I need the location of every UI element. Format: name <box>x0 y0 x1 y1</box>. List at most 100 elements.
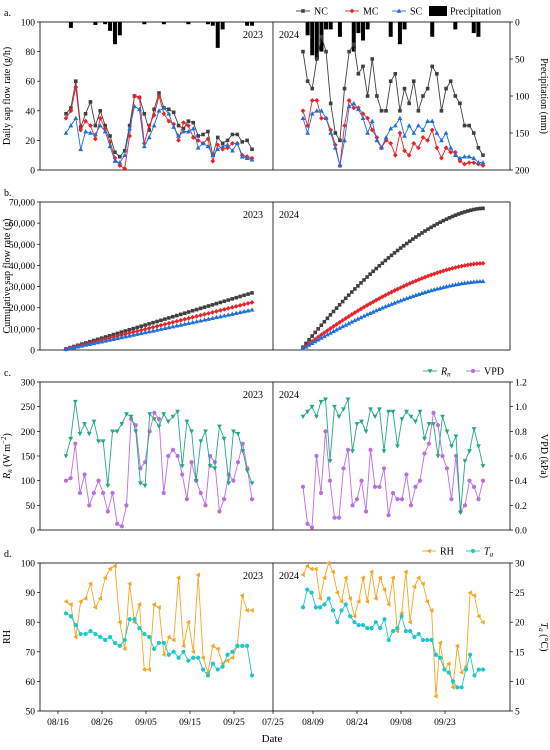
vpd-series-point <box>390 490 396 496</box>
x-tick-label: 09/15 <box>179 718 201 728</box>
nc-cumulative-point <box>450 214 455 219</box>
nc-cumulative-point <box>151 320 155 325</box>
nc-cumulative-point <box>178 312 183 317</box>
y-tick-label: 150 <box>21 453 36 463</box>
rn-series-point <box>386 409 391 415</box>
vpd-series-point <box>189 460 194 465</box>
rh-series-point <box>92 605 98 610</box>
vpd-series-point <box>476 497 481 502</box>
rh-series-point <box>229 655 235 661</box>
ta-series-point <box>240 643 245 648</box>
sc-series-point <box>443 130 449 135</box>
rh-series-point <box>107 566 112 572</box>
precip-bar <box>314 22 319 59</box>
sc-series-point <box>107 143 113 149</box>
mc-series-point <box>137 95 142 100</box>
y-tick-label: 70,000 <box>9 199 35 209</box>
mc-series-point <box>402 148 407 154</box>
sc-series-point <box>68 123 74 128</box>
sc-cumulative-point <box>233 310 239 315</box>
precip-bar <box>328 22 333 30</box>
vpd-legend-label: VPD <box>484 367 504 378</box>
nc-cumulative-point <box>456 212 461 216</box>
nc-series-point <box>444 86 448 91</box>
rh-series-point <box>343 575 348 581</box>
rn-series-point <box>82 422 87 427</box>
vpd-series-point <box>372 484 378 489</box>
vpd-series-point <box>440 453 445 459</box>
sc-series-point <box>127 126 133 131</box>
nc-series-point <box>225 138 230 143</box>
nc-series-point <box>342 86 347 91</box>
mc-cumulative-point <box>453 265 458 270</box>
ta-series-point <box>152 646 157 651</box>
rn-series-point <box>203 429 208 434</box>
sc-cumulative-point <box>312 338 318 344</box>
sc-cumulative-point <box>221 313 227 318</box>
sc-cumulative-point <box>404 295 410 301</box>
rh-series-point <box>450 684 455 690</box>
x-tick-label: 09/08 <box>390 718 412 728</box>
mc-cumulative-point <box>229 304 235 310</box>
sc-series-point <box>88 130 93 135</box>
rh-series-point <box>326 560 331 566</box>
x-tick-label: 08/09 <box>302 718 324 728</box>
ta-series-point <box>403 628 408 634</box>
sc-cumulative-point <box>395 299 400 304</box>
nc-series-point <box>171 110 176 115</box>
nc-series-point <box>206 129 210 134</box>
mc-cumulative-point <box>130 329 136 335</box>
nc-series-point <box>118 154 122 159</box>
ta-series-point <box>156 640 162 646</box>
rn-series-point <box>77 432 83 437</box>
rh-series-point <box>63 599 68 604</box>
mc-cumulative-point <box>331 324 336 329</box>
vpd-series-point <box>408 503 414 508</box>
sc-series-point <box>466 154 472 159</box>
rh-series-point <box>416 575 421 581</box>
precip-bar <box>361 22 365 41</box>
y-tick-label: 20,000 <box>9 304 35 314</box>
vpd-series-point <box>198 490 203 496</box>
vpd-series-line <box>302 412 484 529</box>
mc-series-point <box>146 123 152 128</box>
sc-cumulative-point <box>190 319 196 325</box>
mc-series-point <box>314 98 320 103</box>
mc-cumulative-point <box>198 312 203 318</box>
mc-series-point <box>156 93 162 99</box>
ta-series-line <box>302 588 483 688</box>
ta-series-point <box>305 587 310 592</box>
vpd-series-point <box>73 441 78 446</box>
nc-cumulative-point <box>414 235 418 239</box>
rh-series-point <box>373 596 378 601</box>
sc-series-point <box>205 143 211 149</box>
rn-series-point <box>449 444 454 449</box>
vpd-series-point <box>217 509 222 514</box>
x-tick-label: 07/25 <box>262 718 284 728</box>
nc-series-point <box>88 100 93 104</box>
vpd-series-point <box>212 460 217 465</box>
mc-cumulative-point <box>477 261 483 266</box>
y2-tick-label: 150 <box>515 130 530 140</box>
sc-legend-marker <box>396 8 402 13</box>
mc-cumulative-point <box>241 302 247 307</box>
nc-cumulative-point <box>423 229 427 233</box>
mc-series-point <box>83 118 88 124</box>
mc-cumulative-point <box>413 278 419 284</box>
nc-series-point <box>127 123 132 128</box>
rh-series-point <box>339 599 344 604</box>
vpd-series-point <box>323 429 328 434</box>
vpd-series-point <box>363 509 369 514</box>
nc-series-point <box>108 134 112 138</box>
vpd-series-point <box>231 478 236 483</box>
ta-series-point <box>200 667 206 672</box>
nc-cumulative-point <box>447 215 452 220</box>
ta-series-point <box>313 605 318 610</box>
sc-series-point <box>351 100 357 106</box>
mc-cumulative-point <box>142 326 148 332</box>
rn-series-point <box>314 414 319 420</box>
ta-series-point <box>176 655 181 660</box>
rn-series-point <box>217 424 222 429</box>
sc-cumulative-point <box>376 306 382 311</box>
sc-cumulative-point <box>119 334 124 340</box>
